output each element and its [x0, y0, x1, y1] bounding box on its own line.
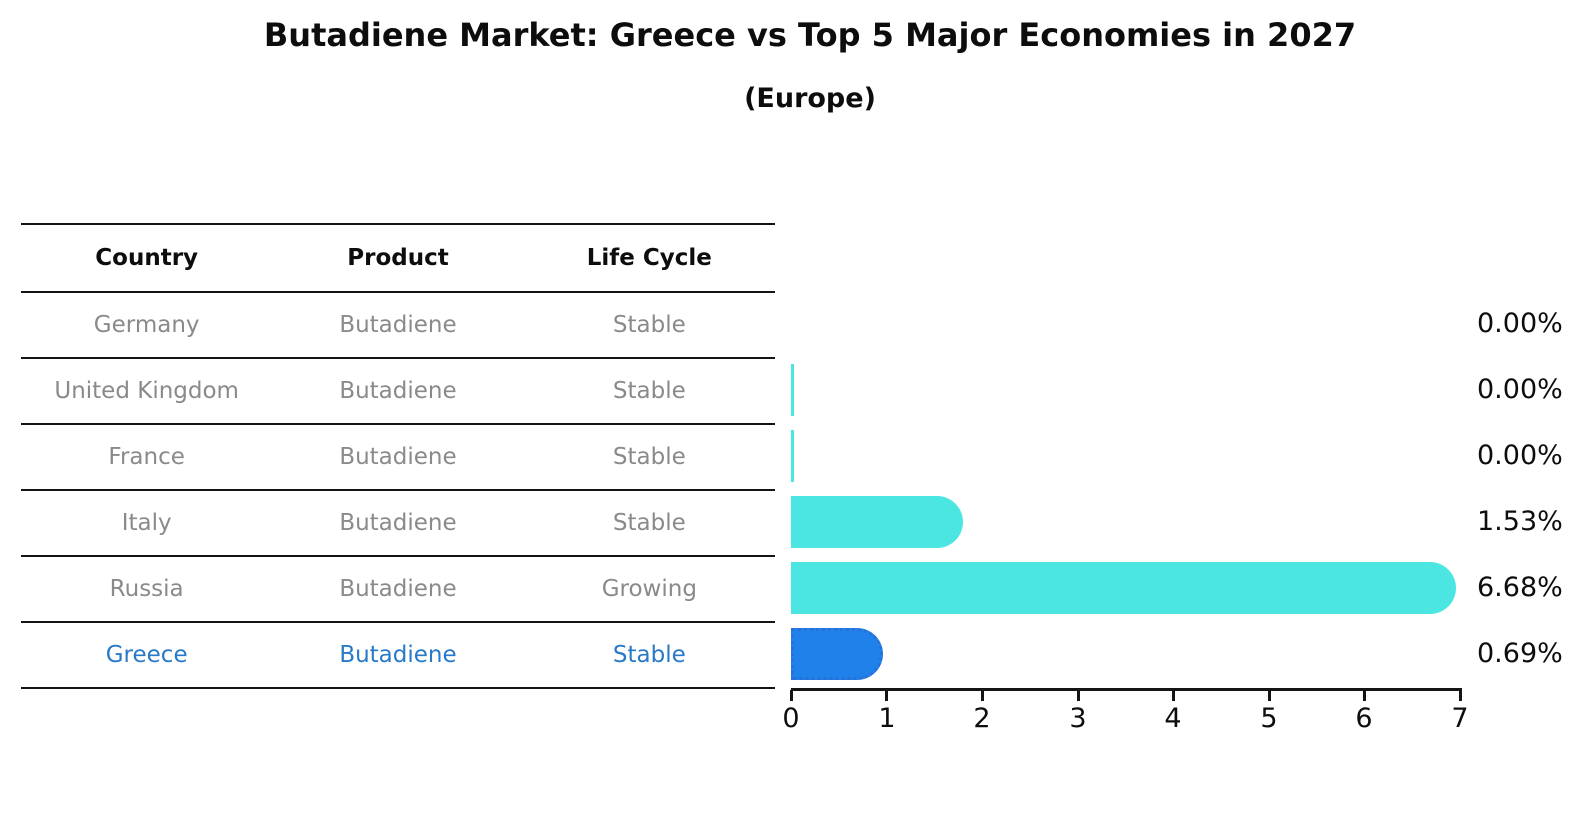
value-label-united-kingdom: 0.00%: [1477, 374, 1563, 405]
bar-united-kingdom: [791, 364, 794, 416]
cell-product: Butadiene: [339, 312, 457, 338]
cell-country: Germany: [93, 312, 200, 338]
table-row-germany: Germany Butadiene Stable: [21, 293, 775, 359]
x-tick-2: [981, 690, 984, 701]
page-subtitle: (Europe): [744, 83, 876, 114]
x-tick-6: [1363, 690, 1366, 701]
x-tick-label-3: 3: [1069, 703, 1087, 734]
cell-life-cycle: Growing: [601, 576, 697, 602]
table-header-row: Country Product Life Cycle: [21, 225, 775, 293]
x-tick-label-7: 7: [1451, 703, 1469, 734]
x-tick-label-6: 6: [1355, 703, 1373, 734]
page-title: Butadiene Market: Greece vs Top 5 Major …: [263, 16, 1357, 54]
x-tick-4: [1172, 690, 1175, 701]
cell-country: Greece: [105, 642, 188, 668]
cell-life-cycle: Stable: [612, 312, 686, 338]
x-tick-label-5: 5: [1260, 703, 1278, 734]
value-label-greece: 0.69%: [1477, 638, 1563, 669]
value-label-germany: 0.00%: [1477, 308, 1563, 339]
x-tick-0: [790, 690, 793, 701]
cell-life-cycle: Stable: [612, 510, 686, 536]
x-tick-label-4: 4: [1164, 703, 1182, 734]
cell-country: United Kingdom: [54, 378, 239, 404]
table-row-france: France Butadiene Stable: [21, 425, 775, 491]
cell-life-cycle: Stable: [612, 444, 686, 470]
cell-product: Butadiene: [339, 510, 457, 536]
bar-italy: [791, 496, 963, 548]
table-row-united-kingdom: United Kingdom Butadiene Stable: [21, 359, 775, 425]
x-tick-7: [1459, 690, 1462, 701]
cell-product: Butadiene: [339, 444, 457, 470]
x-tick-1: [885, 690, 888, 701]
cell-product: Butadiene: [339, 378, 457, 404]
x-tick-5: [1268, 690, 1271, 701]
country-info-table: Country Product Life Cycle Germany Butad…: [21, 223, 775, 689]
x-tick-label-1: 1: [878, 703, 896, 734]
bar-france: [791, 430, 794, 482]
table-row-greece: Greece Butadiene Stable: [21, 623, 775, 689]
value-label-russia: 6.68%: [1477, 572, 1563, 603]
table-row-italy: Italy Butadiene Stable: [21, 491, 775, 557]
cell-country: Russia: [109, 576, 184, 602]
value-label-italy: 1.53%: [1477, 506, 1563, 537]
x-tick-3: [1077, 690, 1080, 701]
column-header-life-cycle: Life Cycle: [586, 245, 712, 271]
column-header-product: Product: [347, 245, 449, 271]
cell-life-cycle: Stable: [612, 378, 686, 404]
bar-greece: [791, 628, 883, 680]
cell-product: Butadiene: [339, 642, 457, 668]
x-axis-line: [791, 688, 1462, 691]
cell-country: France: [108, 444, 185, 470]
bar-russia: [791, 562, 1456, 614]
cell-product: Butadiene: [339, 576, 457, 602]
cell-life-cycle: Stable: [612, 642, 686, 668]
column-header-country: Country: [95, 245, 199, 271]
x-tick-label-2: 2: [973, 703, 991, 734]
table-row-russia: Russia Butadiene Growing: [21, 557, 775, 623]
x-tick-label-0: 0: [782, 703, 800, 734]
value-label-france: 0.00%: [1477, 440, 1563, 471]
cell-country: Italy: [121, 510, 172, 536]
